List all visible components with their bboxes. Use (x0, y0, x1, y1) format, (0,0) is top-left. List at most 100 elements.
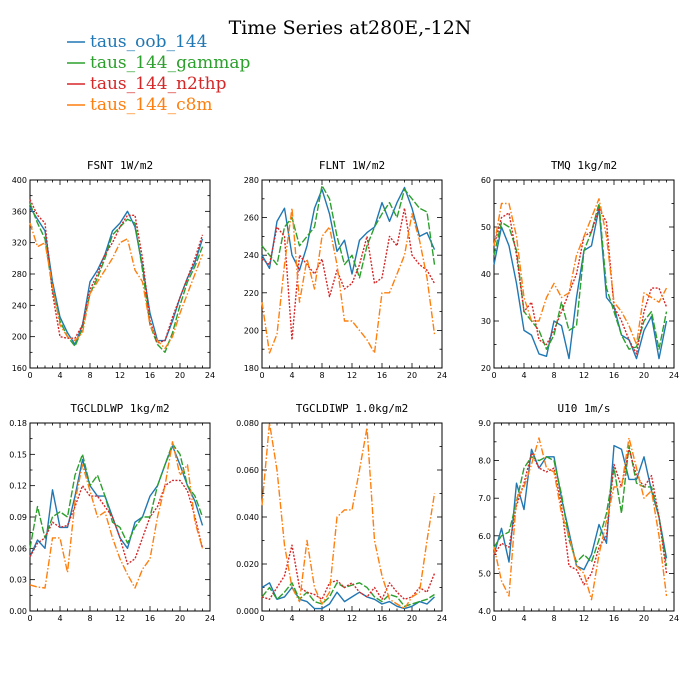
series-line-taus_144_n2thp (493, 207, 668, 355)
series-line-taus_144_gammap (29, 203, 204, 353)
x-tick-label: 16 (377, 371, 387, 380)
panel-title: FSNT 1W/m2 (87, 159, 153, 172)
x-tick-label: 20 (175, 371, 185, 380)
x-tick-label: 8 (319, 614, 324, 623)
y-tick-label: 240 (12, 301, 27, 310)
y-tick-label: 9.0 (478, 419, 491, 428)
y-tick-label: 0.15 (9, 450, 27, 459)
series-line-taus_oob_144 (493, 207, 668, 360)
y-tick-label: 30 (481, 317, 491, 326)
y-tick-label: 60 (481, 176, 491, 185)
y-tick-label: 6.0 (478, 532, 491, 541)
x-tick-label: 24 (205, 371, 215, 380)
series-line-taus_144_c8m (29, 222, 204, 350)
x-tick-label: 4 (521, 371, 526, 380)
x-tick-label: 0 (259, 371, 264, 380)
x-tick-label: 20 (639, 614, 649, 623)
panel-title: U10 1m/s (558, 402, 611, 415)
series-line-taus_144_c8m (29, 441, 204, 589)
y-tick-label: 8.0 (478, 457, 491, 466)
x-tick-label: 16 (377, 614, 387, 623)
y-tick-label: 220 (244, 289, 259, 298)
y-tick-label: 0.18 (9, 419, 27, 428)
x-tick-label: 8 (87, 614, 92, 623)
series-line-taus_144_n2thp (29, 479, 204, 565)
series-line-taus_144_c8m (493, 198, 668, 346)
x-tick-label: 4 (289, 371, 294, 380)
x-tick-label: 16 (609, 371, 619, 380)
x-tick-label: 12 (579, 371, 589, 380)
x-tick-label: 16 (145, 614, 155, 623)
x-tick-label: 8 (551, 371, 556, 380)
y-tick-label: 200 (12, 333, 27, 342)
x-tick-label: 0 (27, 614, 32, 623)
x-tick-label: 12 (579, 614, 589, 623)
x-tick-label: 20 (407, 371, 417, 380)
figure-title: Time Series at280E,-12N (229, 17, 472, 39)
legend-label-2: taus_144_n2thp (90, 74, 227, 94)
panel-title: TMQ 1kg/m2 (551, 159, 617, 172)
y-tick-label: 50 (481, 223, 491, 232)
x-tick-label: 16 (145, 371, 155, 380)
y-tick-label: 40 (481, 270, 491, 279)
y-tick-label: 0.040 (236, 513, 259, 522)
legend-label-0: taus_oob_144 (90, 32, 207, 52)
series-line-taus_144_c8m (493, 437, 668, 601)
series-line-taus_oob_144 (29, 207, 204, 346)
x-tick-label: 8 (319, 371, 324, 380)
panel-title: TGCLDLWP 1kg/m2 (70, 402, 169, 415)
x-tick-label: 24 (669, 371, 679, 380)
x-tick-label: 0 (27, 371, 32, 380)
y-tick-label: 7.0 (478, 494, 491, 503)
series-line-taus_144_gammap (493, 444, 668, 567)
y-tick-label: 240 (244, 251, 259, 260)
y-tick-label: 320 (12, 239, 27, 248)
y-tick-label: 160 (12, 364, 27, 373)
y-tick-label: 5.0 (478, 569, 491, 578)
x-tick-label: 4 (289, 614, 294, 623)
series-line-taus_144_n2thp (493, 448, 668, 586)
panel-2: TMQ 1kg/m2 0 4 8 12 16 20 24 20 30 40 50 60 (481, 159, 679, 380)
x-tick-label: 12 (115, 614, 125, 623)
y-tick-label: 0.020 (236, 560, 259, 569)
series-line-taus_144_gammap (261, 184, 436, 279)
y-tick-label: 0.12 (9, 482, 27, 491)
panel-1: FLNT 1W/m2 0 4 8 12 16 20 24 180 200 220 240 260 280 (244, 159, 447, 380)
x-tick-label: 16 (609, 614, 619, 623)
y-tick-label: 0.03 (9, 576, 27, 585)
x-tick-label: 12 (347, 371, 357, 380)
y-tick-label: 280 (12, 270, 27, 279)
series-line-taus_144_c8m (261, 207, 436, 354)
y-tick-label: 20 (481, 364, 491, 373)
x-tick-label: 20 (407, 614, 417, 623)
legend-label-1: taus_144_gammap (90, 53, 250, 73)
x-tick-label: 24 (669, 614, 679, 623)
y-tick-label: 360 (12, 207, 27, 216)
y-tick-label: 200 (244, 326, 259, 335)
series-line-taus_144_n2thp (261, 544, 436, 600)
panel-3: TGCLDLWP 1kg/m2 0 4 8 12 16 20 24 0.00 0.03 0.06 0.… (9, 402, 215, 623)
legend: taus_oob_144taus_144_gammaptaus_144_n2th… (67, 32, 250, 115)
x-tick-label: 8 (551, 614, 556, 623)
panel-title: TGCLDIWP 1.0kg/m2 (296, 402, 409, 415)
x-tick-label: 4 (57, 371, 62, 380)
x-tick-label: 0 (491, 371, 496, 380)
x-tick-label: 20 (175, 614, 185, 623)
panels: FSNT 1W/m20 4 8 12 16 20 241602002402803203604… (9, 159, 679, 623)
panel-title: FLNT 1W/m2 (319, 159, 385, 172)
y-tick-label: 4.0 (478, 607, 491, 616)
legend-label-3: taus_144_c8m (90, 95, 213, 115)
x-tick-label: 12 (347, 614, 357, 623)
panel-4: TGCLDIWP 1.0kg/m2 0 4 8 12 16 20 24 0.000 0.020 0.… (236, 402, 447, 623)
y-tick-label: 0.000 (236, 607, 259, 616)
y-tick-label: 260 (244, 214, 259, 223)
y-tick-label: 400 (12, 176, 27, 185)
series-line-taus_oob_144 (261, 582, 435, 610)
y-tick-label: 180 (244, 364, 259, 373)
series-line-taus_oob_144 (493, 444, 668, 571)
x-tick-label: 20 (639, 371, 649, 380)
x-tick-label: 24 (437, 614, 447, 623)
y-tick-label: 0.00 (9, 607, 27, 616)
panel-0: FSNT 1W/m2 0 4 8 12 16 20 24 160 200 240 280 320 360 4… (12, 159, 215, 380)
